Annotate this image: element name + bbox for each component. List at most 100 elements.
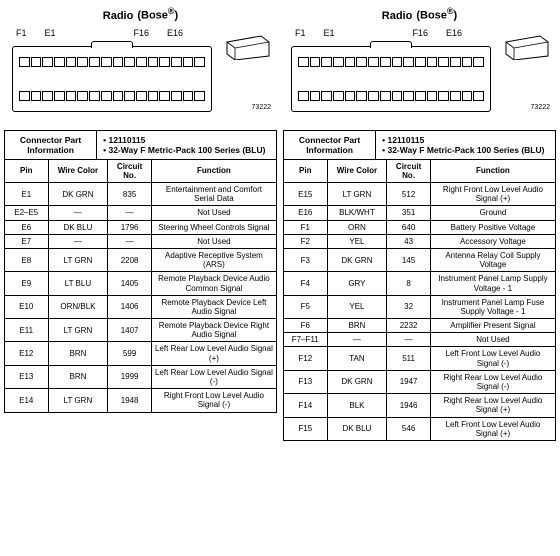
table-row: E1DK GRN835Entertainment and Comfort Ser…	[5, 183, 277, 206]
cell-ckt: 1407	[108, 319, 152, 342]
table-row: E12BRN599Left Rear Low Level Audio Signa…	[5, 342, 277, 365]
left-title: Radio (Bose®)	[4, 6, 277, 22]
table-row: E9LT BLU1405Remote Playback Device Audio…	[5, 272, 277, 295]
cell-pin: F13	[284, 370, 328, 393]
cell-pin: E6	[5, 220, 49, 234]
info-values: 12110115 32-Way F Metric-Pack 100 Series…	[376, 131, 555, 159]
cell-ckt: 1947	[387, 370, 431, 393]
cell-fn: Entertainment and Comfort Serial Data	[151, 183, 276, 206]
cell-fn: Right Front Low Level Audio Signal (+)	[430, 183, 555, 206]
col-ckt: Circuit No.	[387, 159, 431, 182]
table-row: F13DK GRN1947Right Rear Low Level Audio …	[284, 370, 556, 393]
table-row: F15DK BLU546Left Front Low Level Audio S…	[284, 417, 556, 440]
cell-pin: E13	[5, 365, 49, 388]
cell-wire: LT GRN	[48, 319, 108, 342]
cell-pin: E1	[5, 183, 49, 206]
cell-pin: F1	[284, 220, 328, 234]
cell-wire: TAN	[327, 347, 387, 370]
table-row: F12TAN511Left Front Low Level Audio Sign…	[284, 347, 556, 370]
pin-label-f1: F1	[295, 28, 306, 38]
cell-fn: Instrument Panel Lamp Fuse Supply Voltag…	[430, 295, 555, 318]
table-header-row: Pin Wire Color Circuit No. Function	[284, 159, 556, 182]
cell-pin: F2	[284, 234, 328, 248]
table-row: E15LT GRN512Right Front Low Level Audio …	[284, 183, 556, 206]
cell-fn: Steering Wheel Controls Signal	[151, 220, 276, 234]
cell-wire: LT BLU	[48, 272, 108, 295]
col-wire: Wire Color	[327, 159, 387, 182]
cell-fn: Right Rear Low Level Audio Signal (-)	[430, 370, 555, 393]
cell-wire: —	[48, 206, 108, 220]
table-row: F14BLK1946Right Rear Low Level Audio Sig…	[284, 394, 556, 417]
cell-fn: Not Used	[430, 333, 555, 347]
table-row: F2YEL43Accessory Voltage	[284, 234, 556, 248]
cell-pin: F3	[284, 248, 328, 271]
cell-pin: E15	[284, 183, 328, 206]
cell-pin: F7–F11	[284, 333, 328, 347]
cell-fn: Right Rear Low Level Audio Signal (+)	[430, 394, 555, 417]
cell-fn: Remote Playback Device Audio Common Sign…	[151, 272, 276, 295]
cell-pin: F12	[284, 347, 328, 370]
cell-fn: Left Rear Low Level Audio Signal (-)	[151, 365, 276, 388]
cell-fn: Right Front Low Level Audio Signal (-)	[151, 389, 276, 412]
cell-wire: BLK/WHT	[327, 206, 387, 220]
table-row: E7——Not Used	[5, 234, 277, 248]
table-row: F7–F11——Not Used	[284, 333, 556, 347]
cell-pin: F14	[284, 394, 328, 417]
cell-wire: DK GRN	[327, 370, 387, 393]
table-row: F6BRN2232Amplifier Present Signal	[284, 319, 556, 333]
table-row: F1ORN640Battery Positive Voltage	[284, 220, 556, 234]
table-row: E16BLK/WHT351Ground	[284, 206, 556, 220]
col-wire: Wire Color	[48, 159, 108, 182]
part-ref: 73222	[531, 104, 550, 111]
cell-ckt: 145	[387, 248, 431, 271]
page: Radio (Bose®) F1 E1 F16 E16 73222	[0, 0, 560, 445]
cell-wire: —	[327, 333, 387, 347]
table-row: E8LT GRN2208Adaptive Receptive System (A…	[5, 248, 277, 271]
title-main: Radio	[382, 10, 413, 22]
cell-ckt: 43	[387, 234, 431, 248]
cell-fn: Left Front Low Level Audio Signal (+)	[430, 417, 555, 440]
cell-fn: Instrument Panel Lamp Supply Voltage - 1	[430, 272, 555, 295]
table-row: E13BRN1999Left Rear Low Level Audio Sign…	[5, 365, 277, 388]
info-label: Connector Part Information	[5, 131, 97, 159]
cell-ckt: —	[108, 234, 152, 248]
col-fn: Function	[430, 159, 555, 182]
cell-wire: YEL	[327, 295, 387, 318]
cell-fn: Remote Playback Device Left Audio Signal	[151, 295, 276, 318]
table-row: F3DK GRN145Antenna Relay Coil Supply Vol…	[284, 248, 556, 271]
title-sub: (Bose®)	[416, 6, 457, 22]
right-connector-diagram: F1 E1 F16 E16 73222	[283, 28, 556, 124]
cell-ckt: —	[108, 206, 152, 220]
right-panel: Radio (Bose®) F1 E1 F16 E16 73222	[283, 4, 556, 441]
cell-fn: Accessory Voltage	[430, 234, 555, 248]
connector-iso-view	[504, 34, 550, 60]
title-main: Radio	[103, 10, 134, 22]
cell-pin: E10	[5, 295, 49, 318]
cell-ckt: 351	[387, 206, 431, 220]
table-row: E2–E5——Not Used	[5, 206, 277, 220]
cell-wire: —	[48, 234, 108, 248]
cell-fn: Amplifier Present Signal	[430, 319, 555, 333]
cell-ckt: 2208	[108, 248, 152, 271]
col-pin: Pin	[5, 159, 49, 182]
cell-ckt: 32	[387, 295, 431, 318]
table-row: E6DK BLU1796Steering Wheel Controls Sign…	[5, 220, 277, 234]
cell-fn: Left Front Low Level Audio Signal (-)	[430, 347, 555, 370]
cell-pin: E11	[5, 319, 49, 342]
table-header-row: Pin Wire Color Circuit No. Function	[5, 159, 277, 182]
cell-wire: BRN	[48, 342, 108, 365]
cell-wire: DK BLU	[327, 417, 387, 440]
cell-ckt: —	[387, 333, 431, 347]
cell-wire: DK GRN	[327, 248, 387, 271]
cell-ckt: 1796	[108, 220, 152, 234]
cell-ckt: 546	[387, 417, 431, 440]
cell-fn: Not Used	[151, 206, 276, 220]
cell-ckt: 511	[387, 347, 431, 370]
cell-wire: LT GRN	[48, 389, 108, 412]
cell-ckt: 512	[387, 183, 431, 206]
cell-fn: Battery Positive Voltage	[430, 220, 555, 234]
cell-wire: YEL	[327, 234, 387, 248]
cell-fn: Antenna Relay Coil Supply Voltage	[430, 248, 555, 271]
table-row: E14LT GRN1948Right Front Low Level Audio…	[5, 389, 277, 412]
cell-pin: E2–E5	[5, 206, 49, 220]
